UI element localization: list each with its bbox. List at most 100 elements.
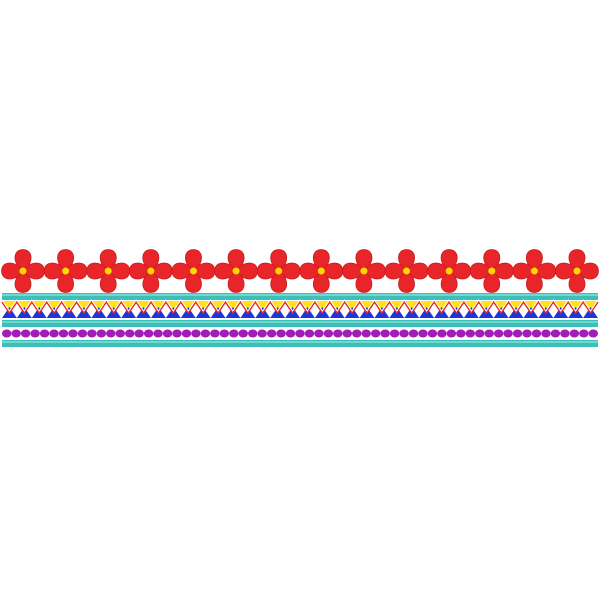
- purple-bead: [541, 329, 551, 338]
- zigzag-red-outline: [1, 300, 599, 315]
- purple-bead: [134, 329, 144, 338]
- purple-bead: [456, 329, 466, 338]
- purple-bead: [68, 329, 78, 338]
- purple-bead: [30, 329, 40, 338]
- teal-band: [2, 320, 598, 327]
- zigzag-yellow-triangle: [195, 301, 211, 312]
- flower-petal: [86, 262, 109, 280]
- purple-bead: [2, 329, 12, 338]
- flower-center: [403, 267, 411, 275]
- purple-bead: [380, 329, 390, 338]
- purple-bead: [475, 329, 485, 338]
- purple-bead: [96, 329, 107, 338]
- purple-bead: [569, 329, 580, 338]
- flower-petal: [355, 249, 373, 272]
- purple-bead: [106, 329, 116, 338]
- purple-bead: [58, 329, 69, 338]
- flower-row: [1, 249, 599, 293]
- flower-petal: [525, 249, 543, 272]
- zigzag-yellow-triangle: [91, 301, 107, 312]
- zigzag-yellow-triangle: [180, 301, 196, 312]
- flower-center: [275, 267, 283, 275]
- flower: [427, 249, 472, 293]
- flower: [171, 249, 216, 293]
- zigzag-yellow-triangle: [449, 301, 464, 312]
- purple-bead: [77, 329, 88, 338]
- flower-petal: [128, 262, 152, 280]
- flower-center: [317, 267, 325, 275]
- purple-bead: [427, 329, 438, 338]
- purple-bead: [143, 329, 154, 338]
- purple-bead: [361, 329, 371, 338]
- purple-bead: [229, 329, 239, 338]
- purple-bead: [276, 329, 286, 338]
- zigzag-yellow-triangle: [240, 301, 256, 312]
- flower-petal: [440, 270, 458, 293]
- flower-center: [530, 267, 538, 275]
- purple-bead: [200, 329, 211, 338]
- zigzag-white-outline: [1, 299, 599, 312]
- zigzag-yellow-triangle: [255, 301, 271, 312]
- flower-petal: [270, 249, 288, 272]
- teal-band-highlight: [2, 294, 598, 296]
- zigzag-yellow-triangle: [553, 301, 569, 312]
- purple-bead: [560, 329, 570, 338]
- purple-bead: [418, 329, 428, 338]
- zigzag-yellow-triangle: [583, 301, 598, 312]
- flower-center: [232, 267, 240, 275]
- flower-center: [147, 267, 155, 275]
- teal-band: [2, 340, 598, 347]
- flower-petal: [398, 249, 415, 272]
- flower-petal: [576, 262, 599, 280]
- purple-bead: [285, 329, 296, 338]
- flower-petal: [483, 249, 501, 272]
- flower-petal: [142, 270, 160, 293]
- flower-center: [104, 267, 112, 275]
- zigzag-yellow-triangle: [478, 301, 494, 312]
- purple-bead: [493, 329, 504, 338]
- purple-bead: [446, 329, 457, 338]
- flower: [342, 249, 386, 293]
- purple-bead: [87, 329, 97, 338]
- purple-bead: [399, 329, 409, 338]
- zigzag-yellow-triangle: [300, 301, 315, 312]
- purple-bead: [39, 329, 50, 338]
- purple-bead: [219, 329, 230, 338]
- purple-bead: [49, 329, 59, 338]
- zigzag-yellow-triangle: [523, 301, 539, 312]
- flower-petal: [171, 262, 194, 280]
- purple-bead: [437, 329, 447, 338]
- zigzag-yellow-triangle: [121, 301, 137, 312]
- purple-bead: [20, 329, 31, 338]
- flower-petal: [270, 270, 288, 293]
- purple-bead: [11, 329, 21, 338]
- zigzag-yellow-triangle: [374, 301, 390, 312]
- purple-bead: [191, 329, 201, 338]
- zigzag-yellow-triangle: [2, 301, 17, 312]
- flower-petal: [398, 270, 415, 293]
- teal-band-highlight: [2, 321, 598, 323]
- purple-bead: [304, 329, 315, 338]
- flower-petal: [57, 270, 75, 293]
- zigzag-yellow-triangle: [61, 301, 77, 312]
- flower-petal: [14, 249, 32, 272]
- flower-petal: [142, 249, 160, 272]
- flower-center: [445, 267, 453, 275]
- flower-petal: [43, 262, 67, 280]
- flower: [43, 249, 88, 293]
- flower: [384, 249, 429, 293]
- purple-bead: [162, 329, 173, 338]
- zigzag-yellow-triangle: [538, 301, 554, 312]
- purple-bead: [295, 329, 305, 338]
- flower-petal: [469, 262, 493, 280]
- flower-center: [488, 267, 496, 275]
- flower: [555, 249, 599, 293]
- purple-bead: [588, 329, 598, 338]
- flower-petal: [312, 270, 330, 293]
- border-bands: [1, 293, 599, 347]
- flower-petal: [99, 249, 117, 272]
- zigzag-yellow-triangle: [165, 301, 181, 312]
- flower-petal: [256, 262, 280, 280]
- flower-petal: [555, 262, 578, 280]
